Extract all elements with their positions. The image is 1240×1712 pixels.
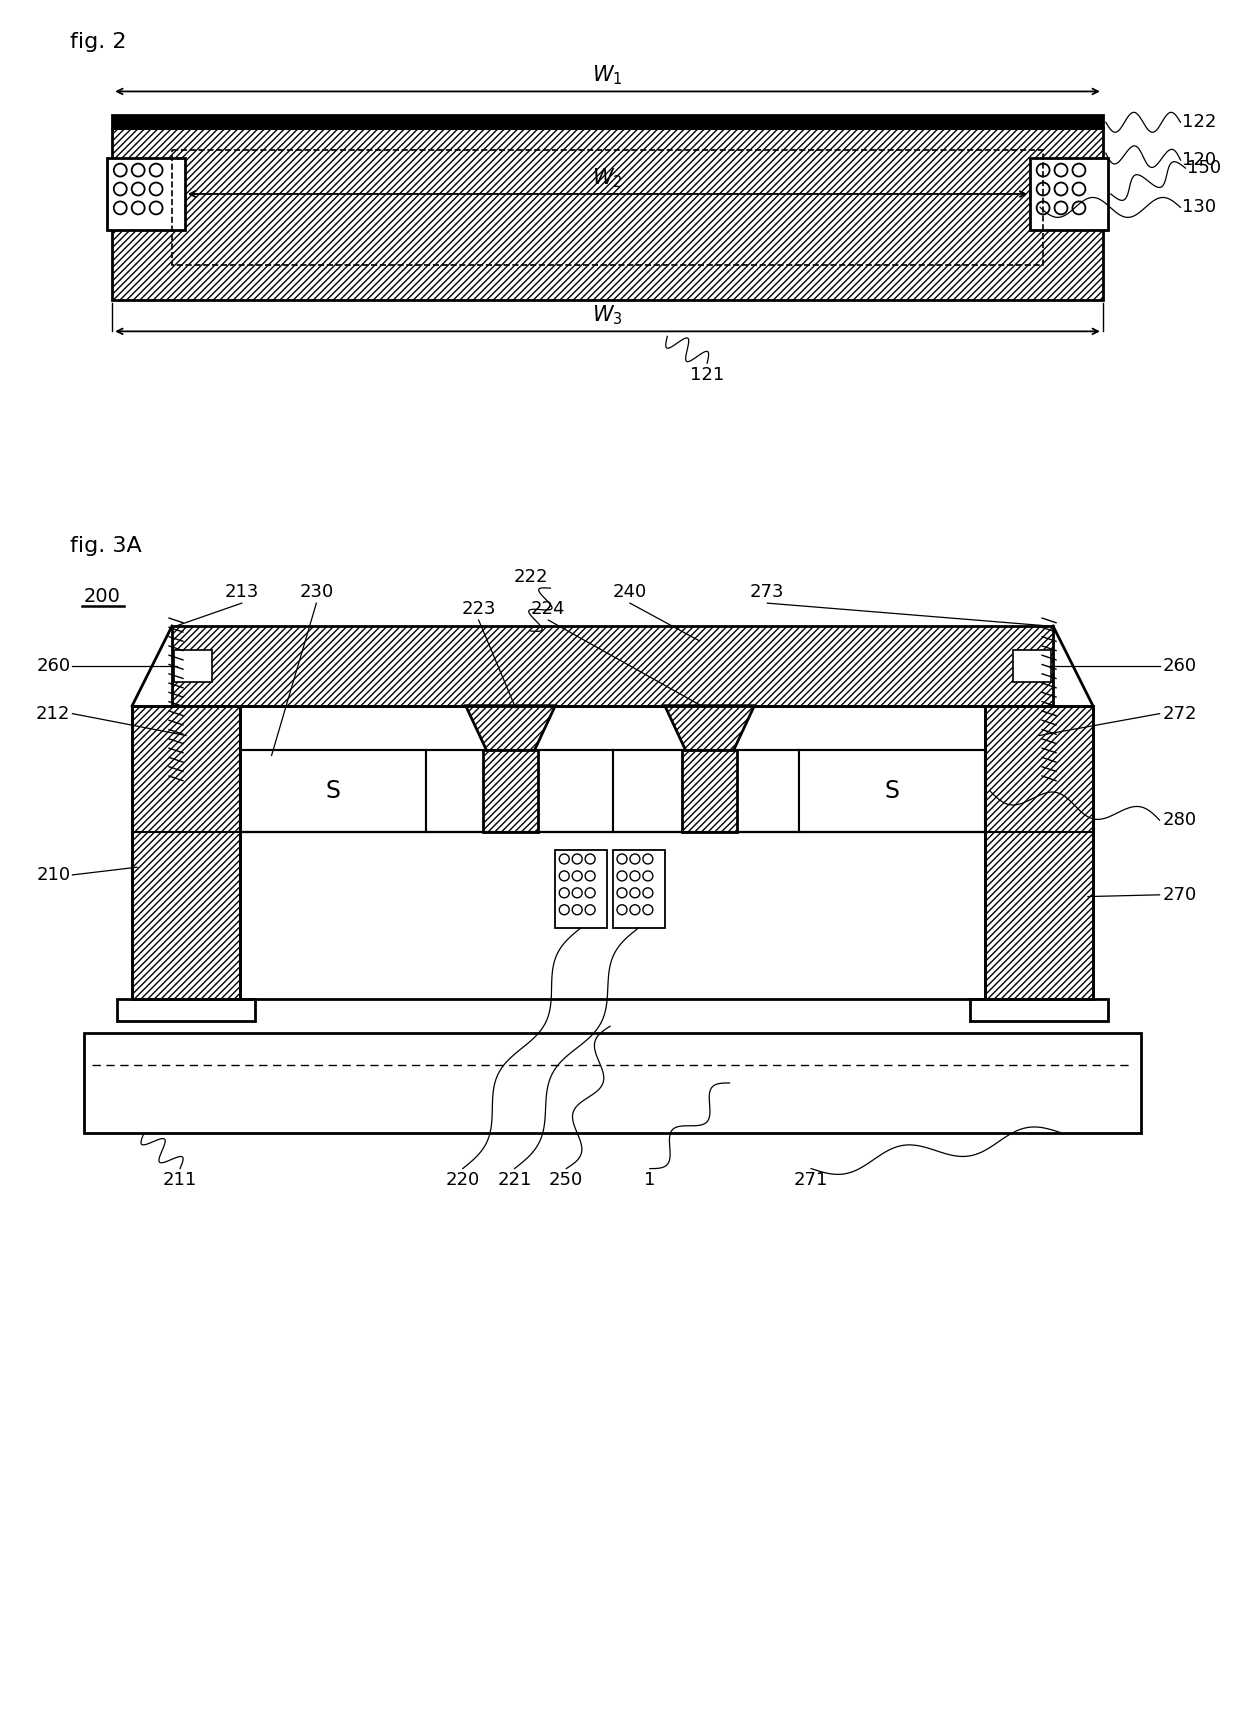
- Polygon shape: [665, 705, 754, 750]
- Text: 130: 130: [1183, 199, 1216, 216]
- Text: 150: 150: [1188, 159, 1221, 176]
- Text: fig. 3A: fig. 3A: [71, 536, 143, 556]
- Bar: [113, 115, 1102, 128]
- Bar: [427, 750, 613, 832]
- Text: 270: 270: [1163, 885, 1197, 904]
- Bar: [971, 1000, 1107, 1022]
- Text: N: N: [697, 779, 714, 803]
- Bar: [133, 705, 239, 1000]
- Text: S: S: [884, 779, 900, 803]
- Text: 120: 120: [1183, 151, 1216, 169]
- Bar: [1030, 158, 1107, 229]
- Bar: [682, 750, 738, 832]
- Bar: [239, 705, 986, 1000]
- Text: 213: 213: [224, 584, 259, 601]
- Bar: [239, 832, 986, 1000]
- Bar: [84, 1034, 1141, 1133]
- Bar: [239, 750, 427, 832]
- Text: 271: 271: [794, 1171, 828, 1188]
- Text: 211: 211: [162, 1171, 197, 1188]
- Text: S: S: [325, 779, 341, 803]
- Text: N: N: [511, 779, 528, 803]
- Text: 260: 260: [36, 657, 71, 675]
- Text: $W_3$: $W_3$: [593, 303, 622, 327]
- Text: 240: 240: [613, 584, 647, 601]
- Text: 260: 260: [1163, 657, 1197, 675]
- Bar: [172, 151, 1043, 265]
- Text: 280: 280: [1163, 811, 1197, 829]
- Bar: [556, 851, 608, 928]
- Text: 210: 210: [36, 866, 71, 883]
- Text: $W_2$: $W_2$: [593, 166, 622, 190]
- Polygon shape: [466, 705, 556, 750]
- Text: 121: 121: [689, 366, 724, 383]
- Bar: [986, 705, 1092, 1000]
- Text: 212: 212: [36, 705, 71, 722]
- Text: 223: 223: [461, 601, 496, 618]
- Bar: [482, 750, 538, 832]
- Bar: [172, 627, 1053, 705]
- Text: 273: 273: [750, 584, 785, 601]
- Text: 221: 221: [497, 1171, 532, 1188]
- Bar: [174, 651, 212, 681]
- Bar: [613, 851, 665, 928]
- Bar: [986, 705, 1092, 1000]
- Text: $W_1$: $W_1$: [593, 63, 622, 87]
- Text: fig. 2: fig. 2: [71, 31, 126, 51]
- Text: 250: 250: [549, 1171, 583, 1188]
- Text: 220: 220: [445, 1171, 480, 1188]
- Bar: [133, 705, 239, 1000]
- Text: 200: 200: [84, 587, 120, 606]
- Text: 230: 230: [299, 584, 334, 601]
- Bar: [799, 750, 986, 832]
- Bar: [613, 750, 799, 832]
- Text: 272: 272: [1163, 705, 1197, 722]
- Bar: [108, 158, 185, 229]
- Bar: [1013, 651, 1052, 681]
- Text: 1: 1: [644, 1171, 656, 1188]
- Text: 122: 122: [1183, 113, 1216, 132]
- Bar: [113, 128, 1102, 300]
- Bar: [118, 1000, 254, 1022]
- Text: 224: 224: [531, 601, 565, 618]
- Text: 222: 222: [513, 568, 548, 586]
